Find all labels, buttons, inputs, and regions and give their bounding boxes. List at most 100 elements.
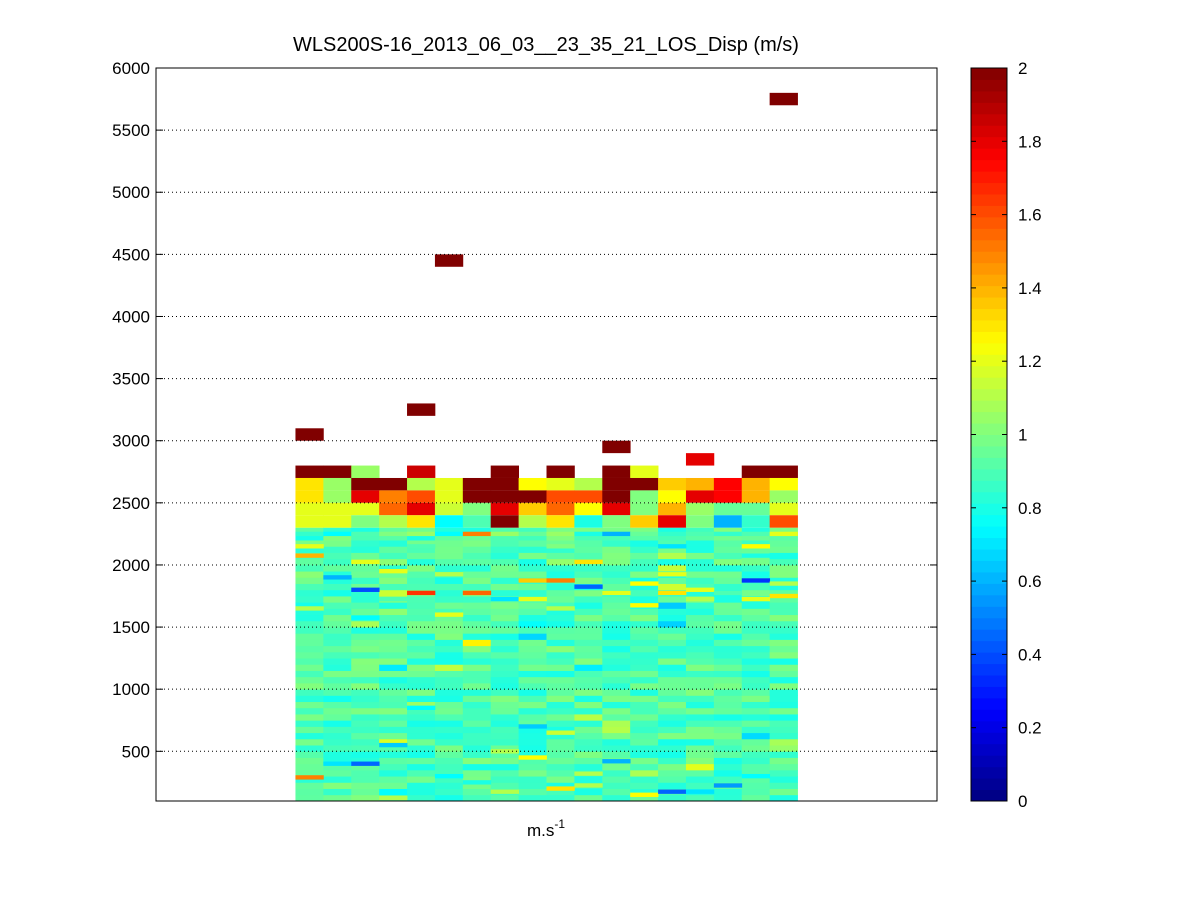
- heatmap-cell: [379, 670, 408, 678]
- heatmap-cell: [713, 602, 743, 609]
- heatmap-cell: [351, 627, 380, 634]
- heatmap-cell: [434, 645, 464, 653]
- heatmap-cell: [630, 603, 659, 608]
- heatmap-cell: [602, 732, 631, 740]
- heatmap-cell: [602, 769, 631, 777]
- heatmap-cell: [518, 589, 547, 597]
- heatmap-cell: [434, 577, 464, 584]
- colorbar-band: [971, 675, 1007, 687]
- heatmap-cell: [379, 577, 408, 584]
- heatmap-cell: [351, 763, 380, 771]
- heatmap-cell: [741, 769, 771, 777]
- heatmap-cell: [351, 577, 380, 584]
- heatmap-cell: [351, 682, 380, 690]
- heatmap-cell: [769, 738, 798, 746]
- heatmap-cell: [351, 571, 380, 578]
- heatmap-cell: [407, 564, 436, 572]
- heatmap-cell: [434, 477, 464, 491]
- heatmap-cell: [518, 546, 547, 553]
- heatmap-cell: [351, 552, 380, 560]
- heatmap-cell: [546, 515, 575, 528]
- heatmap-cell: [379, 564, 408, 572]
- heatmap-cell: [741, 527, 771, 535]
- heatmap-cell: [546, 730, 575, 735]
- heatmap-cell: [434, 583, 464, 591]
- heatmap-cell: [546, 726, 575, 734]
- heatmap-cell: [741, 788, 771, 796]
- heatmap-cell: [769, 645, 798, 653]
- heatmap-cell: [407, 527, 436, 535]
- heatmap-cell: [658, 776, 687, 783]
- heatmap-cell: [434, 773, 464, 779]
- heatmap-cell: [407, 732, 436, 740]
- heatmap-cell: [351, 502, 380, 516]
- heatmap-cell: [769, 614, 798, 622]
- heatmap-cell: [518, 763, 547, 771]
- heatmap-cell: [741, 502, 771, 516]
- heatmap-cell: [323, 676, 352, 684]
- heatmap-cell: [546, 751, 575, 758]
- colorbar-band: [971, 445, 1007, 458]
- heatmap-cell: [323, 707, 352, 715]
- heatmap-cell: [323, 763, 352, 771]
- colorbar-band: [971, 411, 1007, 424]
- heatmap-cell: [546, 651, 575, 659]
- heatmap-cell: [490, 552, 519, 560]
- heatmap-cell: [741, 682, 771, 690]
- heatmap-cell: [351, 670, 380, 678]
- heatmap-cell: [323, 751, 352, 758]
- heatmap-cell: [769, 593, 798, 599]
- colorbar-band: [971, 342, 1007, 355]
- heatmap-cell: [351, 701, 380, 709]
- heatmap-cell: [769, 515, 798, 528]
- heatmap-cell: [462, 620, 492, 628]
- heatmap-cell: [379, 477, 408, 491]
- y-tick-label: 500: [122, 742, 150, 761]
- heatmap-cell: [379, 776, 408, 783]
- heatmap-cell: [741, 515, 771, 528]
- heatmap-cell: [518, 714, 547, 721]
- heatmap-cell: [741, 726, 771, 734]
- heatmap-cell: [658, 769, 687, 777]
- heatmap-cell: [462, 780, 492, 785]
- heatmap-cell: [379, 689, 408, 696]
- heatmap-cell: [602, 564, 631, 572]
- heatmap-cell: [769, 540, 798, 547]
- heatmap-cell: [546, 788, 575, 796]
- colorbar-band: [971, 136, 1007, 149]
- heatmap-cell: [518, 720, 547, 727]
- heatmap-cell: [434, 745, 464, 752]
- heatmap-cell: [546, 531, 575, 537]
- heatmap-cell: [379, 714, 408, 721]
- heatmap-cell: [434, 658, 464, 665]
- heatmap-cell: [518, 531, 547, 537]
- heatmap-cell: [769, 751, 798, 758]
- heatmap-cell: [518, 769, 547, 777]
- heatmap-cell: [407, 571, 436, 578]
- heatmap-cell: [295, 589, 324, 597]
- heatmap-cell: [295, 502, 324, 516]
- heatmap-cell: [379, 608, 408, 616]
- heatmap-cell: [379, 531, 408, 537]
- heatmap-cell: [323, 546, 352, 553]
- heatmap-cell: [769, 682, 798, 690]
- heatmap-cell: [713, 620, 743, 628]
- heatmap-cell: [490, 531, 519, 537]
- heatmap-cell: [630, 633, 659, 640]
- heatmap-cell: [574, 540, 603, 547]
- heatmap-cell: [295, 658, 324, 665]
- colorbar-tick-label: 1.2: [1018, 352, 1042, 371]
- heatmap-cell: [685, 695, 715, 703]
- heatmap-cell: [741, 794, 771, 802]
- heatmap-cell: [490, 789, 519, 794]
- heatmap-cell: [630, 726, 659, 734]
- colorbar-band: [971, 171, 1007, 184]
- heatmap-cell: [685, 738, 715, 746]
- heatmap-cell: [685, 453, 715, 466]
- heatmap-cell: [518, 515, 547, 528]
- heatmap-cell: [685, 552, 715, 560]
- heatmap-cell: [713, 670, 743, 678]
- heatmap-cell: [295, 564, 324, 572]
- heatmap-cell: [462, 515, 492, 528]
- heatmap-cell: [741, 465, 771, 478]
